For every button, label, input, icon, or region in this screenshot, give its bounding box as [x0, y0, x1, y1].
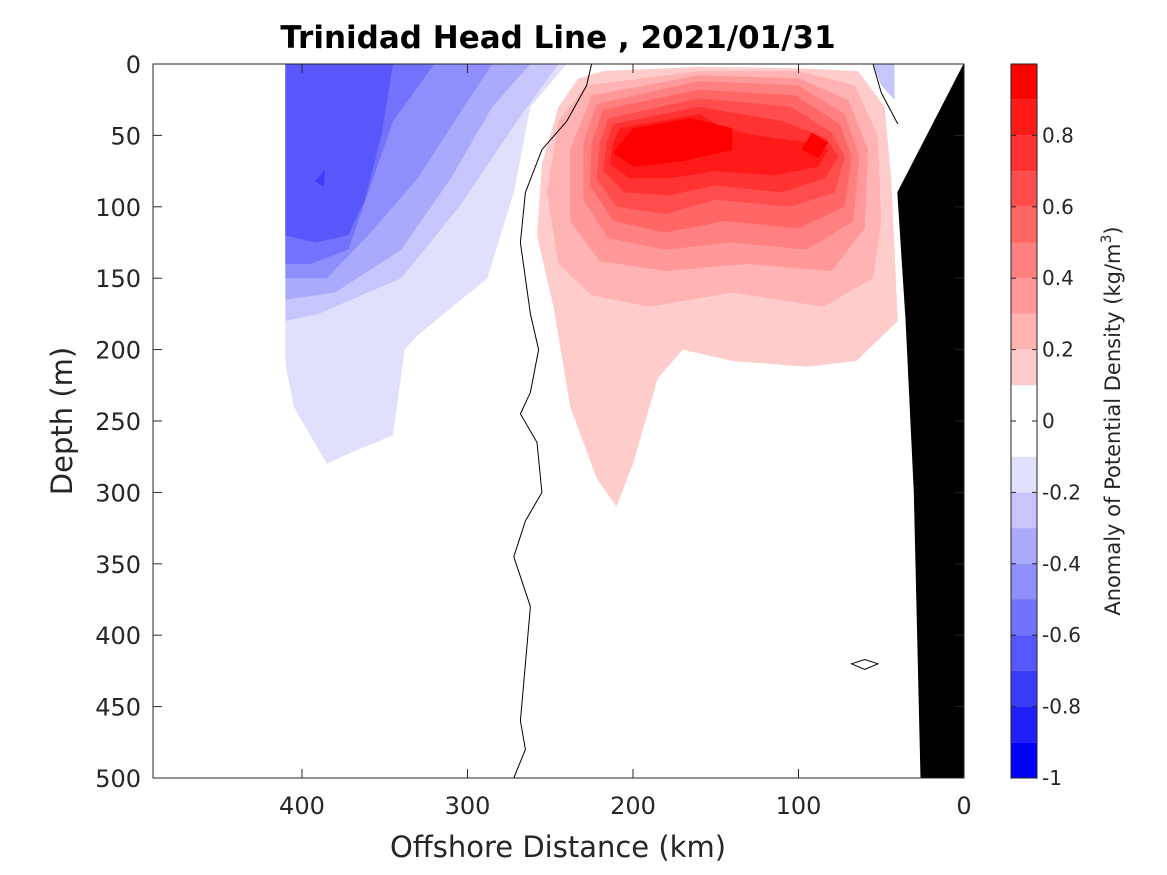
x-tick-label-0: 0 [956, 792, 971, 820]
colorbar-band-17 [1011, 670, 1037, 707]
negative-anomaly-region-7 [873, 64, 895, 100]
x-axis: 400 300 200 100 0 [279, 64, 972, 820]
colorbar-band-18 [1011, 706, 1037, 743]
colorbar-band-3 [1011, 171, 1037, 207]
colorbar-band-6 [1011, 278, 1037, 314]
y-tick-label-350: 350 [95, 551, 141, 579]
bathymetry-bottom [897, 64, 964, 778]
colorbar-label-main: Anomaly of Potential Density (kg/m [1101, 244, 1125, 616]
zero-contour-nearshore [872, 64, 899, 125]
y-tick-label-300: 300 [95, 479, 141, 507]
y-tick-label-0: 0 [126, 51, 141, 79]
y-tick-label-400: 400 [95, 622, 141, 650]
colorbar-band-19 [1011, 742, 1037, 778]
negative-anomaly-region-5 [285, 64, 393, 243]
colorbar-tick-label-0: 0.8 [1042, 123, 1074, 147]
colorbar-band-13 [1011, 528, 1037, 564]
colorbar-band-11 [1011, 456, 1037, 493]
colorbar-band-10 [1011, 421, 1037, 457]
colorbar-band-0 [1011, 64, 1037, 100]
colorbar-band-7 [1011, 313, 1037, 350]
contour-fills [285, 64, 898, 507]
y-tick-label-150: 150 [95, 265, 141, 293]
colorbar-tick-label-6: -0.4 [1042, 552, 1081, 576]
colorbar-ticks: 0.8 0.6 0.4 0.2 0 -0.2 -0.4 -0.6 -0.8 -1 [1011, 123, 1081, 790]
y-tick-label-50: 50 [110, 122, 141, 150]
colorbar-band-14 [1011, 563, 1037, 600]
bottom-bathymetry [897, 64, 964, 778]
x-tick-label-400: 400 [279, 792, 325, 820]
colorbar-tick-label-7: -0.6 [1042, 623, 1081, 647]
colorbar-band-9 [1011, 385, 1037, 421]
colorbar-band-1 [1011, 99, 1037, 136]
colorbar-tick-label-8: -0.8 [1042, 695, 1081, 719]
positive-anomaly-region-9 [801, 132, 829, 159]
colorbar-tick-label-1: 0.6 [1042, 195, 1074, 219]
colorbar-tick-label-2: 0.4 [1042, 266, 1074, 290]
contour-lines [513, 64, 899, 778]
colorbar-tick-label-9: -1 [1042, 766, 1062, 790]
x-tick-label-100: 100 [776, 792, 822, 820]
colorbar-band-15 [1011, 599, 1037, 636]
y-tick-label-100: 100 [95, 194, 141, 222]
colorbar-band-12 [1011, 492, 1037, 529]
colorbar-band-16 [1011, 635, 1037, 671]
colorbar-tick-label-5: -0.2 [1042, 480, 1081, 504]
colorbar-tick-label-3: 0.2 [1042, 338, 1074, 362]
x-tick-label-300: 300 [445, 792, 491, 820]
colorbar-band-8 [1011, 349, 1037, 386]
small-contour-loop [850, 658, 880, 671]
y-tick-label-500: 500 [95, 765, 141, 793]
negative-anomaly-region-6 [315, 169, 326, 187]
x-tick-label-200: 200 [610, 792, 656, 820]
zero-contour-line [513, 64, 593, 778]
colorbar [1010, 63, 1038, 779]
x-axis-label: Offshore Distance (km) [390, 830, 726, 864]
colorbar-band-5 [1011, 242, 1037, 279]
colorbar-label-superscript: 3 [1099, 235, 1115, 244]
chart-title: Trinidad Head Line , 2021/01/31 [280, 20, 835, 56]
y-tick-label-200: 200 [95, 337, 141, 365]
colorbar-band-4 [1011, 206, 1037, 243]
y-tick-label-450: 450 [95, 694, 141, 722]
positive-anomaly-region-8 [613, 118, 733, 167]
colorbar-label-end: ) [1101, 226, 1125, 234]
y-axis-label: Depth (m) [45, 347, 79, 495]
colorbar-label: Anomaly of Potential Density (kg/m3) [1099, 226, 1125, 615]
y-tick-label-250: 250 [95, 408, 141, 436]
colorbar-tick-label-4: 0 [1042, 409, 1055, 433]
y-axis: 0 50 100 150 200 250 300 350 400 450 500 [95, 51, 964, 793]
colorbar-band-2 [1011, 135, 1037, 172]
